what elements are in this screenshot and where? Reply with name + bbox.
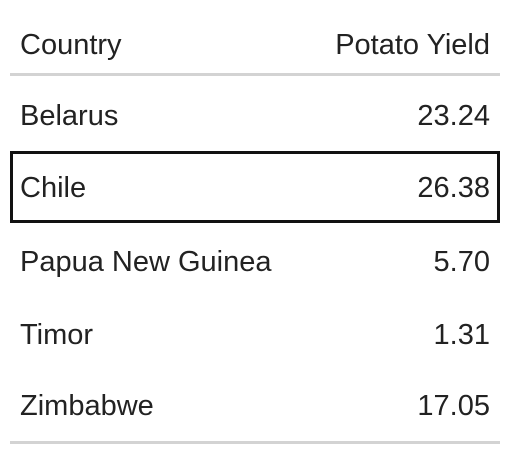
table-row[interactable]: Papua New Guinea 5.70 xyxy=(10,225,500,297)
country-cell: Chile xyxy=(20,172,87,204)
table-row[interactable]: Belarus 23.24 xyxy=(10,79,500,151)
country-cell: Belarus xyxy=(20,100,119,132)
country-cell: Zimbabwe xyxy=(20,390,154,422)
table-row[interactable]: Timor 1.31 xyxy=(10,298,500,370)
column-header-country[interactable]: Country xyxy=(20,29,122,61)
potato-yield-cell: 17.05 xyxy=(417,390,490,422)
potato-yield-cell: 23.24 xyxy=(417,100,490,132)
country-cell: Timor xyxy=(20,319,94,351)
potato-yield-cell: 5.70 xyxy=(433,246,490,278)
column-header-potato-yield[interactable]: Potato Yield xyxy=(335,29,490,61)
table-row[interactable]: Zimbabwe 17.05 xyxy=(10,369,500,441)
potato-yield-cell: 1.31 xyxy=(433,319,490,351)
table-row-selected[interactable]: Chile 26.38 xyxy=(10,151,500,223)
table-header: Country Potato Yield xyxy=(10,0,500,76)
table-bottom-rule xyxy=(10,441,500,444)
country-cell: Papua New Guinea xyxy=(20,246,272,278)
potato-yield-cell: 26.38 xyxy=(417,172,490,204)
